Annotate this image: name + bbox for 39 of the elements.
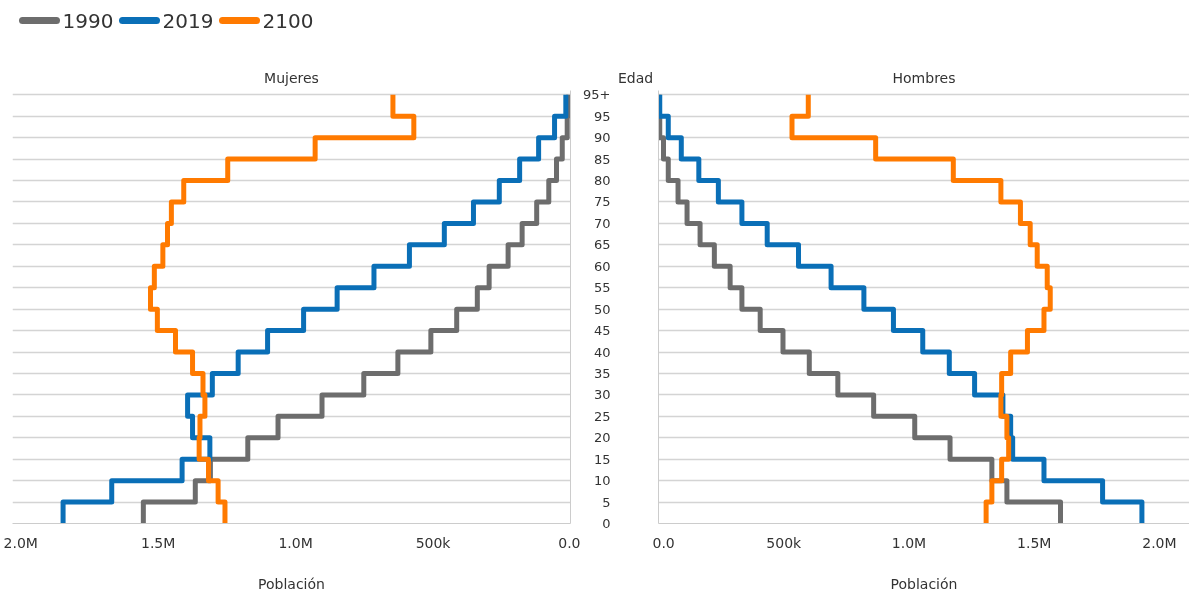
y-tick-label: 45	[593, 323, 611, 339]
chart-title: Mujeres	[264, 69, 319, 86]
y-tick-label: 80	[593, 173, 611, 189]
y-tick-label: 25	[593, 408, 611, 424]
legend-label: 2019	[162, 8, 214, 33]
x-tick-label: 500k	[766, 534, 803, 551]
x-tick-label: 500k	[415, 534, 452, 551]
x-axis-title: Población	[890, 575, 958, 592]
x-tick-label: 1.0M	[891, 534, 927, 551]
y-axis-title: Edad	[617, 69, 654, 86]
y-tick-label: 55	[593, 280, 611, 296]
x-tick-label: 0.0	[558, 534, 581, 551]
y-tick-label: 85	[593, 151, 611, 167]
y-tick-label: 0	[602, 516, 611, 531]
y-tick-label: 95+	[583, 87, 611, 103]
y-tick-label: 15	[593, 451, 611, 467]
x-tick-label: 1.0M	[278, 534, 313, 551]
y-tick-label: 70	[593, 215, 611, 231]
x-tick-label: 1.5M	[141, 534, 176, 551]
x-tick-label: 2.0M	[3, 534, 38, 551]
chart-title: Hombres	[892, 69, 956, 86]
y-tick-label: 10	[593, 473, 611, 489]
y-tick-label: 5	[602, 494, 611, 510]
y-tick-label: 35	[593, 365, 611, 381]
x-tick-label: 1.5M	[1017, 534, 1052, 551]
x-tick-label: 0.0	[652, 534, 675, 551]
y-tick-label: 60	[593, 258, 611, 274]
y-tick-label: 95	[593, 108, 611, 124]
y-tick-label: 90	[593, 130, 611, 146]
y-tick-label: 30	[593, 387, 611, 403]
y-tick-label: 50	[593, 301, 611, 317]
y-tick-label: 65	[593, 237, 611, 253]
legend-label: 1990	[62, 8, 114, 33]
y-tick-label: 40	[593, 344, 611, 360]
y-tick-label: 75	[593, 194, 611, 210]
x-axis-title: Población	[258, 575, 325, 592]
legend-label: 2100	[262, 8, 314, 33]
y-tick-label: 20	[593, 430, 611, 446]
x-tick-label: 2.0M	[1142, 534, 1177, 551]
